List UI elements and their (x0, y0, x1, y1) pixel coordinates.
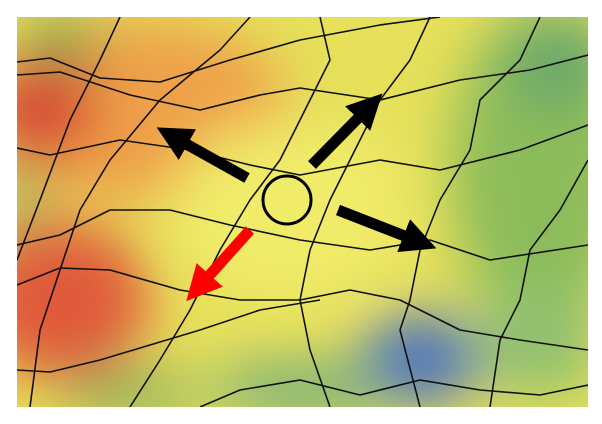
scene (0, 0, 602, 424)
page (0, 0, 602, 424)
heat-surface (0, 10, 602, 420)
